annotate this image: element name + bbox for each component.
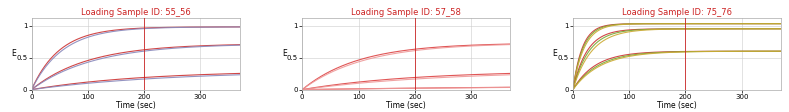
Y-axis label: E: E: [11, 49, 16, 58]
Title: Loading Sample ID: 75_76: Loading Sample ID: 75_76: [622, 8, 732, 17]
Y-axis label: E: E: [552, 49, 557, 58]
X-axis label: Time (sec): Time (sec): [387, 101, 426, 110]
Title: Loading Sample ID: 55_56: Loading Sample ID: 55_56: [80, 8, 190, 17]
Title: Loading Sample ID: 57_58: Loading Sample ID: 57_58: [351, 8, 462, 17]
X-axis label: Time (sec): Time (sec): [116, 101, 155, 110]
X-axis label: Time (sec): Time (sec): [657, 101, 697, 110]
Y-axis label: E: E: [282, 49, 286, 58]
